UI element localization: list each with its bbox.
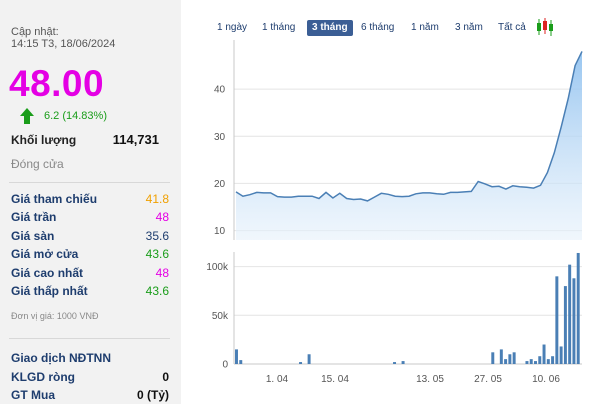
volume-ytick-label: 50k [212, 311, 229, 322]
volume-bar [401, 361, 405, 364]
foreign-trading-title: Giao dịch NĐTNN [11, 351, 112, 365]
volume-value: 114,731 [112, 132, 159, 147]
range-1-day[interactable]: 1 ngày [217, 22, 248, 33]
volume-bar [525, 361, 529, 364]
updated-time: 14:15 T3, 18/06/2024 [11, 38, 116, 50]
up-arrow-icon [20, 108, 34, 124]
volume-bar [504, 359, 508, 364]
volume-bar [538, 356, 542, 364]
range-3-years[interactable]: 3 năm [455, 22, 483, 33]
volume-ytick-label: 100k [206, 262, 229, 273]
volume-bar [299, 362, 303, 364]
row-value: 35.6 [145, 229, 169, 243]
row-label: Giá trần [11, 210, 57, 224]
unit-note: Đơn vị giá: 1000 VNĐ [11, 311, 99, 321]
price-area [236, 51, 582, 241]
row-value: 0 (Tỷ) [136, 388, 169, 402]
updated-label: Cập nhật: [11, 26, 59, 38]
row-label: Giá sàn [11, 229, 55, 243]
range-1-year[interactable]: 1 năm [411, 22, 439, 33]
price-ytick-label: 20 [214, 179, 226, 190]
volume-bar [512, 352, 516, 364]
volume-bar [529, 359, 533, 364]
row-label: Giá thấp nhất [11, 284, 88, 298]
candlestick-icon[interactable] [535, 17, 555, 37]
row-label: Giá cao nhất [11, 266, 84, 280]
volume-bar [546, 359, 550, 364]
date-tick-label: 1. 04 [266, 374, 289, 385]
volume-bar [307, 354, 311, 364]
row-value: 48 [155, 266, 169, 280]
volume-bar [491, 352, 495, 364]
volume-label: Khối lượng [11, 133, 77, 147]
price-row: Giá mở cửa 43.6 [11, 247, 169, 262]
volume-bar [542, 344, 546, 364]
row-value: 43.6 [145, 247, 169, 261]
volume-bar [559, 346, 563, 364]
row-value: 48 [155, 210, 169, 224]
stock-info-panel: Cập nhật: 14:15 T3, 18/06/2024 48.00 6.2… [0, 0, 181, 404]
price-line [235, 51, 583, 202]
range-all[interactable]: Tất cả [498, 22, 526, 33]
volume-bar [393, 362, 397, 364]
date-tick-label: 27. 05 [474, 374, 502, 385]
date-tick-label: 10. 06 [532, 374, 560, 385]
volume-ytick-label: 0 [222, 360, 228, 371]
range-3-months[interactable]: 3 tháng [307, 20, 353, 36]
price-row: Giá trần 48 [11, 210, 169, 225]
price-ytick-label: 40 [214, 85, 226, 96]
range-1-month[interactable]: 1 tháng [262, 22, 296, 33]
price-row: Giá tham chiếu 41.8 [11, 192, 169, 207]
price-ytick-label: 30 [214, 132, 226, 143]
close-label: Đóng cửa [11, 157, 64, 171]
volume-bar [239, 360, 243, 364]
current-price: 48.00 [9, 63, 105, 104]
volume-bar [576, 252, 580, 364]
volume-bar [568, 264, 572, 364]
row-value: 43.6 [145, 284, 169, 298]
price-row: Giá sàn 35.6 [11, 229, 169, 244]
volume-bar [508, 354, 512, 364]
price-change: 6.2 (14.83%) [44, 110, 107, 122]
row-label: GT Mua [11, 388, 55, 402]
price-row: Giá cao nhất 48 [11, 266, 169, 281]
volume-bar [235, 349, 238, 364]
date-tick-label: 13. 05 [416, 374, 444, 385]
row-label: Giá tham chiếu [11, 192, 98, 206]
volume-bar [572, 278, 576, 364]
volume-bar [499, 349, 503, 364]
volume-bar [563, 286, 567, 364]
price-row: Giá thấp nhất 43.6 [11, 284, 169, 299]
row-value: 41.8 [145, 192, 169, 206]
volume-bar [551, 356, 555, 364]
date-tick-label: 15. 04 [321, 374, 349, 385]
divider [9, 338, 170, 339]
volume-bar [534, 361, 537, 364]
divider [9, 182, 170, 183]
range-6-months[interactable]: 6 tháng [361, 22, 395, 33]
row-value: 0 [162, 370, 169, 384]
volume-bar [555, 276, 559, 364]
row-label: KLGD ròng [11, 370, 75, 384]
row-label: Giá mở cửa [11, 247, 79, 261]
price-ytick-label: 10 [214, 226, 226, 237]
